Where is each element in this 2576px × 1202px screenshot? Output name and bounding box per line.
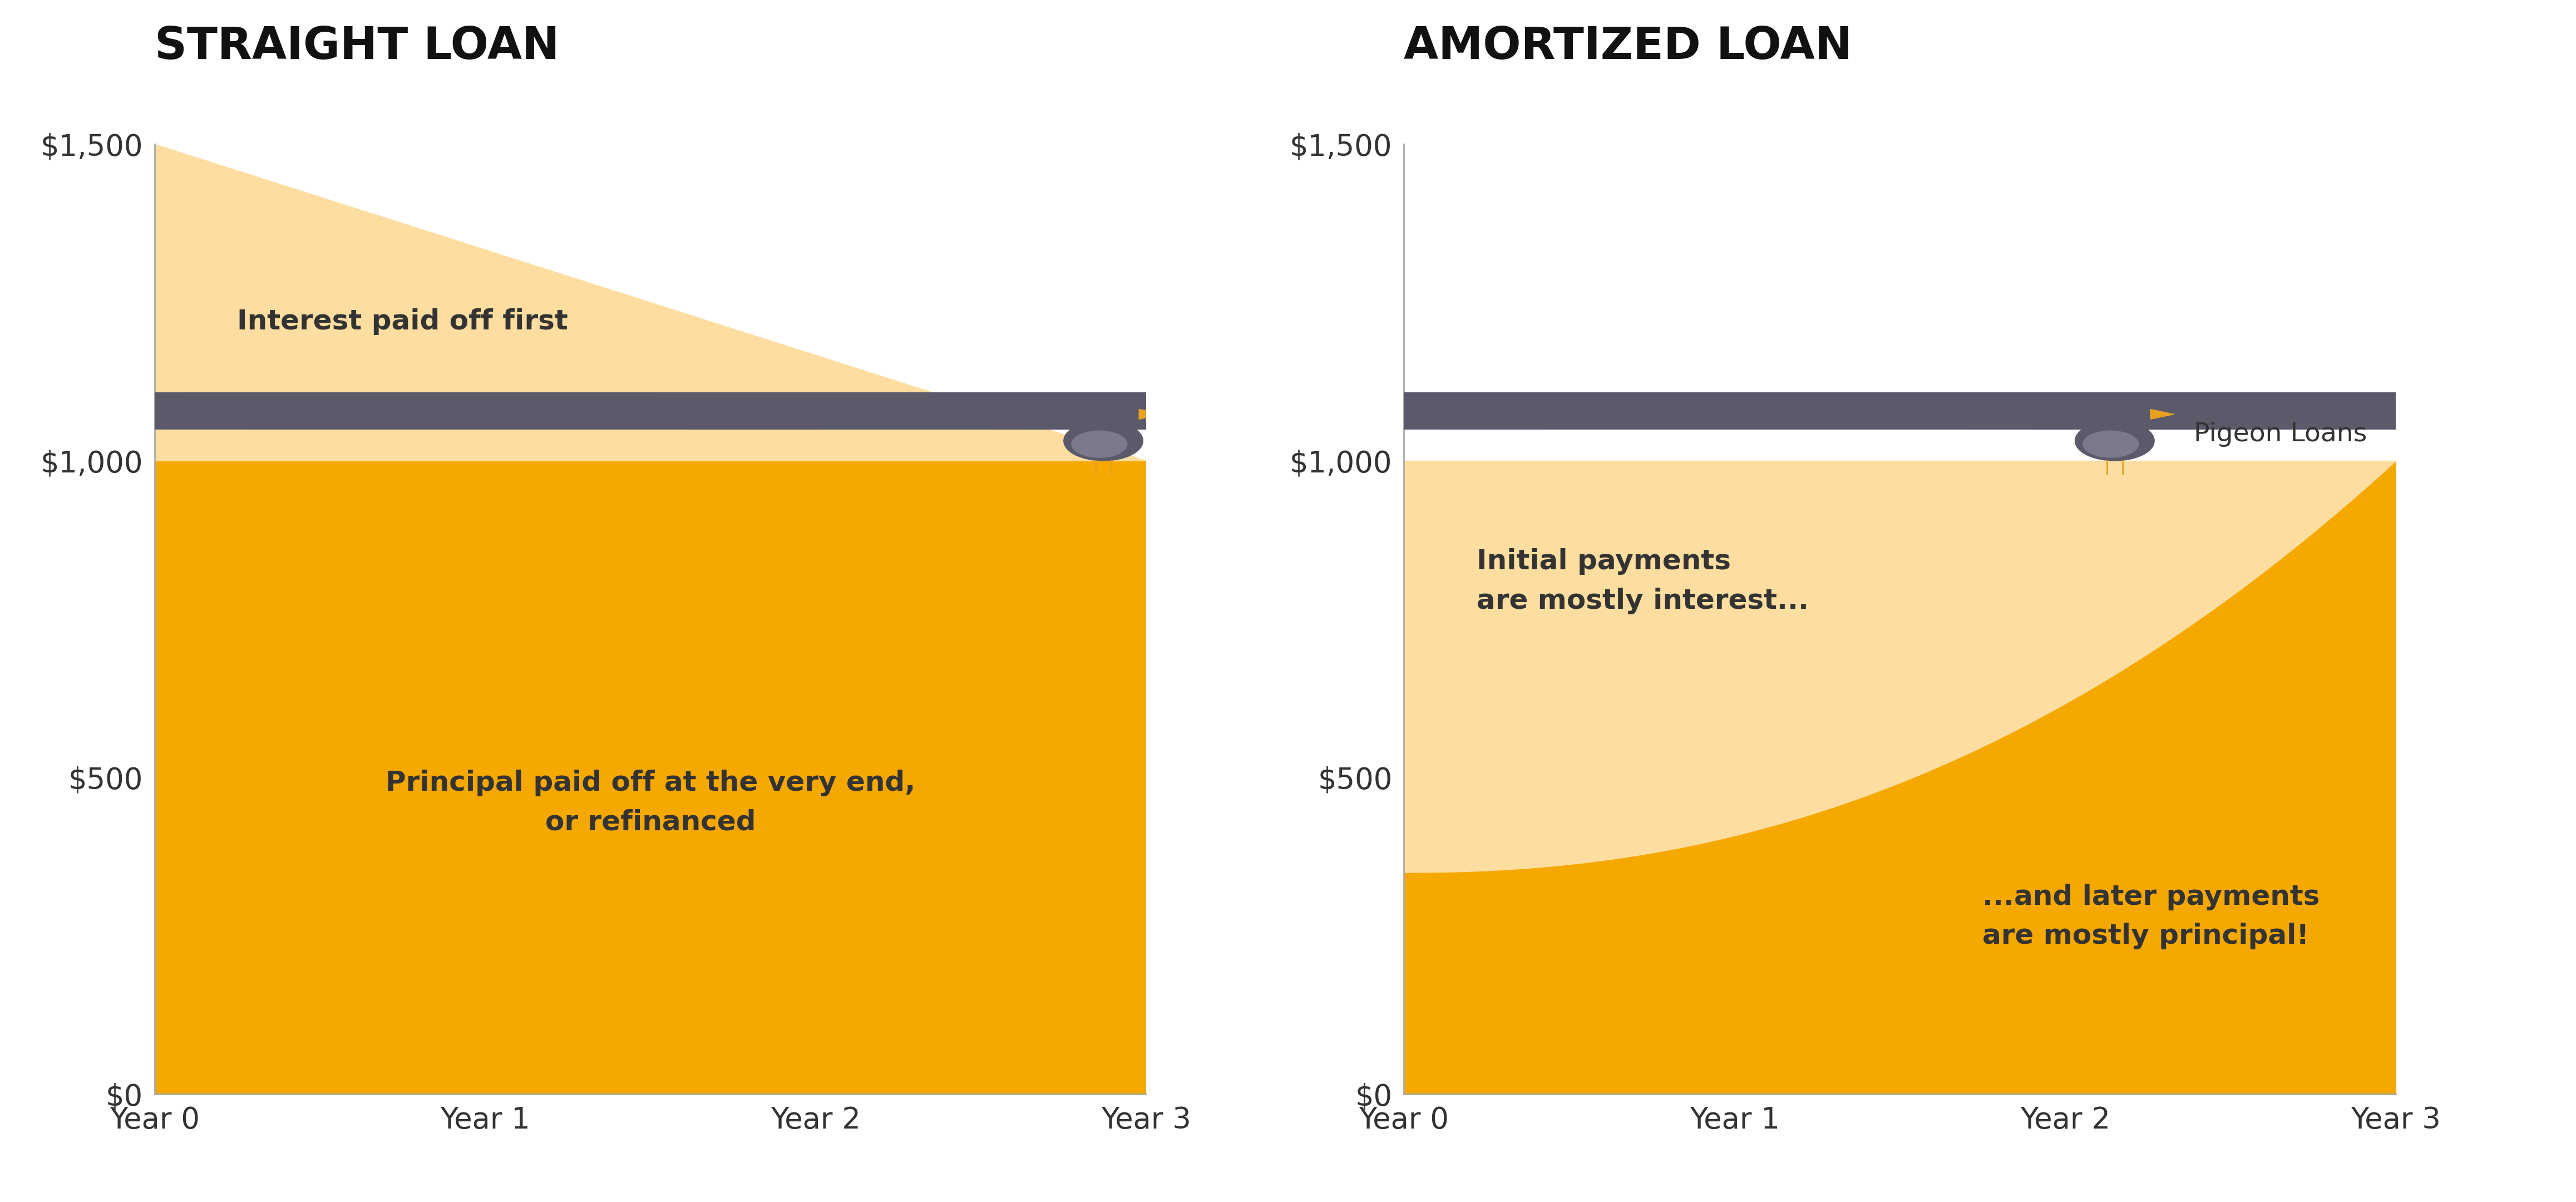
Circle shape [0,393,2576,429]
Text: STRAIGHT LOAN: STRAIGHT LOAN [155,25,559,69]
Text: Initial payments
are mostly interest...: Initial payments are mostly interest... [1476,548,1808,614]
Polygon shape [2151,409,2174,419]
Text: ...and later payments
are mostly principal!: ...and later payments are mostly princip… [1984,883,2321,950]
Ellipse shape [2084,430,2138,458]
Ellipse shape [1072,430,1128,458]
Ellipse shape [1064,421,1144,460]
Circle shape [0,393,2576,429]
Polygon shape [1139,409,1162,419]
Polygon shape [155,144,1146,460]
Text: AMORTIZED LOAN: AMORTIZED LOAN [1404,25,1852,69]
Text: Interest paid off first: Interest paid off first [237,308,569,335]
Polygon shape [155,460,1146,1094]
Text: Principal paid off at the very end,
or refinanced: Principal paid off at the very end, or r… [386,769,914,835]
Ellipse shape [2076,421,2154,460]
Text: Pigeon Loans: Pigeon Loans [2195,422,2367,447]
